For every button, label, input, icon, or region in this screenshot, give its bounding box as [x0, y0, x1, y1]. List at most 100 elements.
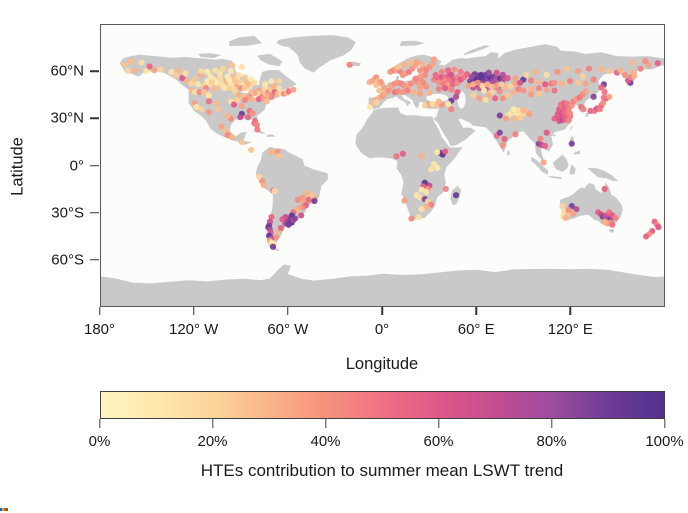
- lake-data-point: [568, 140, 575, 147]
- lake-data-point: [392, 153, 400, 160]
- lake-data-point: [601, 218, 608, 225]
- lake-data-point: [541, 81, 548, 88]
- lake-data-point: [514, 107, 522, 114]
- colorbar-tick-mark: [211, 419, 214, 428]
- lake-data-point: [566, 110, 573, 117]
- lake-data-point: [449, 81, 456, 88]
- lake-data-point: [535, 78, 542, 86]
- lake-data-point: [411, 75, 418, 82]
- lake-data-point: [233, 96, 240, 104]
- lake-data-point: [220, 85, 228, 92]
- lake-data-point: [205, 92, 212, 99]
- lake-data-point: [156, 66, 163, 73]
- lake-data-point: [249, 110, 256, 117]
- lake-data-point: [416, 73, 423, 80]
- lake-data-point: [475, 95, 483, 102]
- lake-data-point: [565, 206, 572, 214]
- lake-data-point: [205, 98, 212, 105]
- lake-data-point: [380, 84, 387, 91]
- lake-data-point: [224, 112, 231, 119]
- lake-data-point: [249, 96, 256, 103]
- lake-data-point: [597, 84, 605, 91]
- lake-data-point: [310, 197, 318, 205]
- lake-data-point: [469, 92, 476, 99]
- lake-data-point: [138, 59, 145, 66]
- lake-data-point: [181, 70, 189, 77]
- lake-data-point: [579, 106, 587, 113]
- lake-data-point: [303, 190, 311, 197]
- lake-data-point: [150, 67, 157, 74]
- lake-data-point: [372, 81, 379, 89]
- lake-data-point: [422, 83, 429, 90]
- lake-data-point: [211, 67, 218, 74]
- lake-data-point: [407, 215, 414, 222]
- landmass: [608, 229, 614, 234]
- lake-data-point: [499, 71, 506, 79]
- lake-data-point: [385, 87, 392, 94]
- y-tick-label: 60°N: [50, 62, 84, 80]
- lake-data-point: [563, 100, 570, 107]
- lake-data-point: [124, 67, 131, 75]
- lake-data-point: [238, 138, 245, 146]
- lake-data-point: [642, 233, 649, 240]
- lake-data-point: [427, 201, 434, 208]
- lake-data-point: [255, 96, 262, 103]
- lake-data-point: [414, 213, 422, 221]
- lake-data-point: [372, 99, 379, 106]
- lake-data-point: [250, 79, 257, 86]
- lake-data-point: [377, 78, 384, 86]
- lake-data-point: [519, 87, 526, 94]
- lake-data-point: [289, 86, 296, 93]
- x-tick-label: 120° E: [547, 321, 593, 338]
- lake-data-point: [275, 153, 282, 160]
- lake-data-point: [527, 91, 534, 98]
- lake-data-point: [608, 221, 615, 228]
- lake-data-point: [400, 61, 408, 68]
- landmass: [255, 146, 328, 252]
- lake-data-point: [441, 148, 448, 155]
- lake-data-point: [427, 166, 434, 173]
- lake-data-point: [267, 213, 275, 221]
- lake-data-point: [272, 234, 279, 241]
- landmass: [552, 154, 569, 172]
- lake-data-point: [452, 93, 459, 100]
- landmass: [551, 134, 556, 137]
- lake-data-point: [582, 88, 589, 95]
- lake-data-point: [228, 134, 235, 141]
- lake-data-point: [417, 186, 425, 193]
- lake-data-point: [435, 98, 442, 105]
- lake-data-point: [167, 68, 174, 75]
- lake-data-point: [641, 57, 648, 65]
- lake-data-point: [463, 71, 470, 78]
- lake-data-point: [582, 80, 589, 87]
- x-tick-mark: [192, 307, 195, 315]
- lake-data-point: [535, 90, 542, 97]
- lake-data-point: [194, 81, 201, 88]
- x-tick-mark: [475, 307, 477, 315]
- landmass: [228, 35, 262, 47]
- landmass: [530, 156, 548, 175]
- lake-data-point: [500, 135, 508, 143]
- lake-data-point: [502, 115, 509, 122]
- lake-data-point: [636, 65, 644, 72]
- lake-data-point: [499, 142, 506, 149]
- lake-data-point: [225, 84, 232, 91]
- lake-data-point: [308, 192, 315, 199]
- lake-data-point: [403, 87, 411, 94]
- inland-sea: [425, 93, 448, 102]
- lake-data-point: [474, 79, 481, 86]
- lake-data-point: [601, 89, 608, 96]
- x-tick-mark: [381, 307, 383, 315]
- landmass: [275, 35, 356, 73]
- lake-data-point: [621, 71, 628, 79]
- lake-data-point: [291, 215, 298, 222]
- lake-data-point: [261, 81, 268, 88]
- lake-data-point: [394, 88, 401, 95]
- lake-data-point: [285, 221, 292, 228]
- lake-data-point: [399, 150, 406, 157]
- y-tick-label: 30°N: [50, 109, 84, 127]
- lake-data-point: [219, 65, 226, 72]
- lake-data-point: [561, 214, 569, 221]
- lake-data-point: [421, 71, 428, 79]
- lake-data-point: [496, 112, 503, 119]
